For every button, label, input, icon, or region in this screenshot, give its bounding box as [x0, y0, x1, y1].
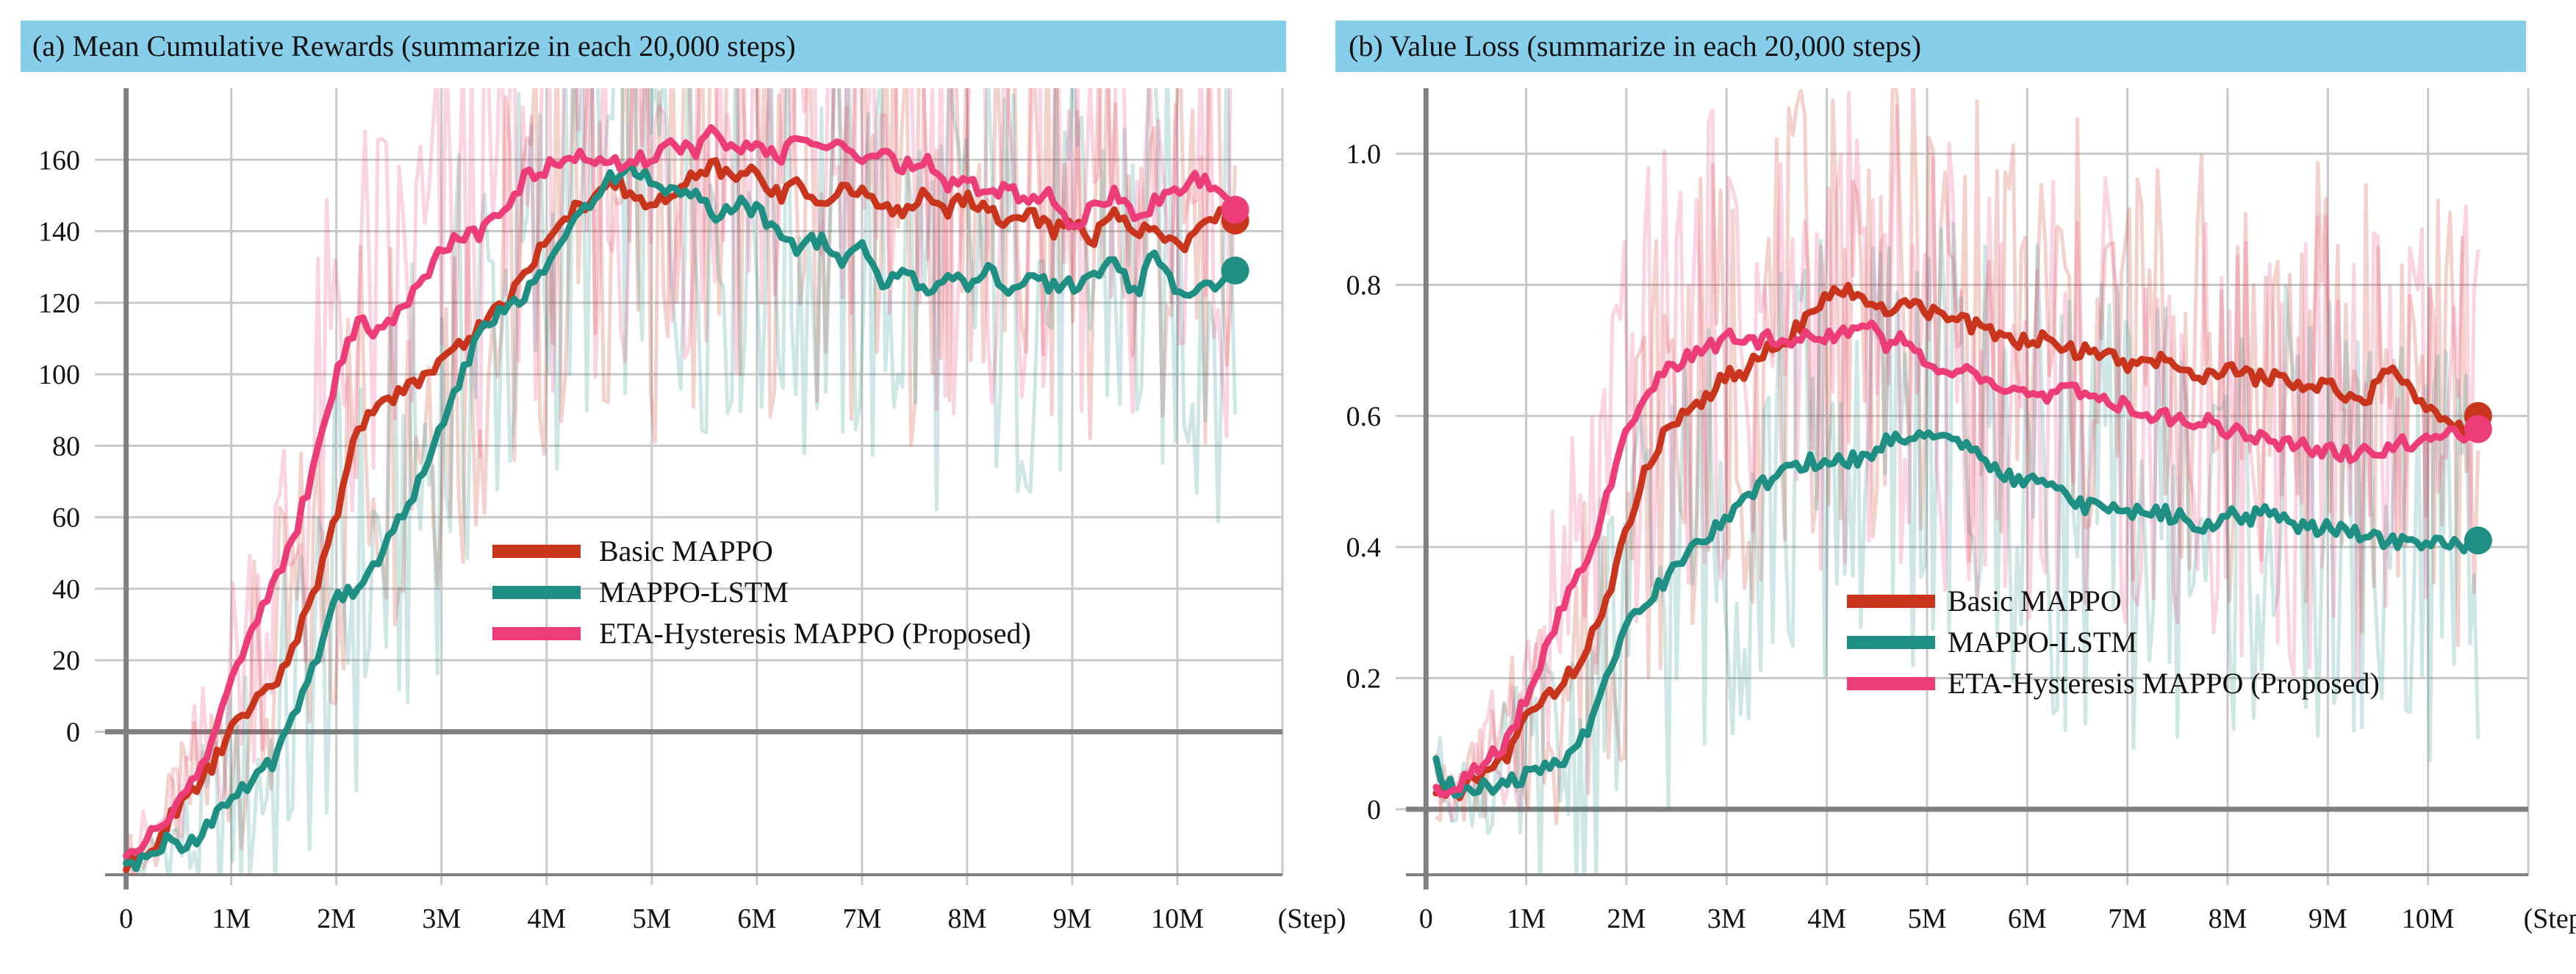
series-end-marker-3	[2464, 415, 2492, 443]
x-tick-label: 9M	[1053, 903, 1092, 934]
series-endpoints-value-loss	[2464, 401, 2492, 555]
x-tick-label: 8M	[947, 903, 986, 934]
raw-trace-3	[1434, 90, 2480, 823]
x-tick-label: 0	[119, 903, 133, 934]
y-tick-label: 0.4	[1346, 532, 1382, 563]
x-tick-label: 5M	[632, 903, 671, 934]
legend-label-2: MAPPO-LSTM	[599, 576, 789, 609]
y-tick-label: 1.0	[1346, 139, 1382, 170]
series-lines-rewards	[123, 123, 1239, 873]
x-tick-label: 3M	[1707, 903, 1746, 934]
legend-swatch-2	[1847, 636, 1935, 649]
y-tick-label: 40	[52, 574, 80, 605]
raw-trace-1	[126, 88, 1238, 875]
x-axis-label: (Step)	[2524, 903, 2576, 934]
legend-label-3: ETA-Hysteresis MAPPO (Proposed)	[599, 617, 1031, 650]
legend-swatch-3	[1847, 677, 1935, 690]
y-tick-label: 120	[38, 288, 80, 319]
y-tick-label: 160	[38, 145, 80, 176]
series-endpoints-rewards	[1221, 196, 1249, 285]
y-tick-label: 20	[52, 645, 80, 676]
y-tick-label: 80	[52, 431, 80, 462]
x-tick-label: 1M	[1507, 903, 1546, 934]
raw-traces-rewards	[126, 88, 1238, 875]
chart-title-value-loss: (b) Value Loss (summarize in each 20,000…	[1349, 29, 1921, 62]
chart-title-rewards: (a) Mean Cumulative Rewards (summarize i…	[32, 29, 796, 62]
x-tick-label: 7M	[2108, 903, 2147, 934]
x-tick-label: 10M	[1151, 903, 1204, 934]
x-tick-label: 4M	[1807, 903, 1846, 934]
x-tick-label: 2M	[1607, 903, 1646, 934]
y-tick-label: 60	[52, 503, 80, 534]
x-tick-label: 1M	[212, 903, 251, 934]
series-lines-value-loss	[1432, 282, 2482, 801]
x-tick-label: 8M	[2209, 903, 2247, 934]
axes-rewards	[105, 88, 1282, 889]
legend-label-1: Basic MAPPO	[1948, 584, 2122, 617]
x-tick-label: 0	[1419, 903, 1433, 934]
series-line-3	[1432, 319, 2482, 798]
x-tick-label: 3M	[422, 903, 461, 934]
x-tick-label: 2M	[317, 903, 356, 934]
y-tick-labels-rewards: 0 20 40 60 80 100 120 140 160	[38, 145, 80, 748]
series-end-marker-3	[1221, 196, 1249, 224]
series-end-marker-2	[1221, 257, 1249, 285]
x-tick-label: 9M	[2308, 903, 2347, 934]
legend-value-loss: Basic MAPPO MAPPO-LSTM ETA-Hysteresis MAPP…	[1847, 584, 2380, 700]
y-tick-label: 0.8	[1346, 271, 1382, 301]
raw-trace-2	[1434, 221, 2480, 875]
x-tick-label: 5M	[1908, 903, 1947, 934]
series-end-marker-2	[2464, 526, 2492, 555]
legend-label-1: Basic MAPPO	[599, 534, 773, 567]
legend-rewards: Basic MAPPO MAPPO-LSTM ETA-Hysteresis MAPP…	[492, 534, 1031, 650]
x-tick-label: 7M	[842, 903, 881, 934]
x-tick-label: 6M	[2008, 903, 2047, 934]
y-tick-label: 100	[38, 359, 80, 390]
x-axis-label: (Step)	[1278, 903, 1346, 934]
x-tick-labels-value-loss: 0 1M 2M 3M 4M 5M 6M 7M 8M 9M 10M	[1419, 903, 2455, 934]
y-tick-label: 0.2	[1346, 664, 1382, 695]
series-line-1	[123, 157, 1239, 873]
raw-traces-value-loss	[1434, 88, 2480, 875]
y-tick-label: 0	[1367, 795, 1381, 826]
legend-swatch-1	[1847, 595, 1935, 608]
title-bar-value-loss	[1335, 21, 2526, 72]
axes-value-loss	[1406, 88, 2528, 889]
series-line-2	[1432, 429, 2482, 799]
title-bar-rewards	[21, 21, 1286, 72]
x-tick-label: 6M	[737, 903, 776, 934]
raw-trace-2	[126, 88, 1238, 875]
legend-swatch-3	[492, 627, 581, 640]
panel-rewards: (a) Mean Cumulative Rewards (summarize i…	[21, 21, 1346, 934]
y-tick-label: 140	[38, 217, 80, 248]
legend-label-3: ETA-Hysteresis MAPPO (Proposed)	[1948, 667, 2380, 700]
legend-swatch-1	[492, 545, 581, 558]
legend-swatch-2	[492, 586, 581, 599]
x-tick-label: 4M	[527, 903, 566, 934]
series-line-2	[123, 158, 1239, 873]
series-line-1	[1432, 282, 2482, 801]
legend-label-2: MAPPO-LSTM	[1948, 626, 2137, 659]
y-tick-labels-value-loss: 0 0.2 0.4 0.6 0.8 1.0	[1346, 139, 1382, 826]
x-tick-label: 10M	[2402, 903, 2455, 934]
raw-trace-1	[1435, 88, 2480, 826]
y-tick-label: 0	[66, 717, 80, 748]
x-tick-labels-rewards: 0 1M 2M 3M 4M 5M 6M 7M 8M 9M 10M	[119, 903, 1204, 934]
panel-value-loss: (b) Value Loss (summarize in each 20,000…	[1335, 21, 2576, 934]
y-tick-label: 0.6	[1346, 401, 1382, 432]
series-line-3	[123, 123, 1239, 859]
